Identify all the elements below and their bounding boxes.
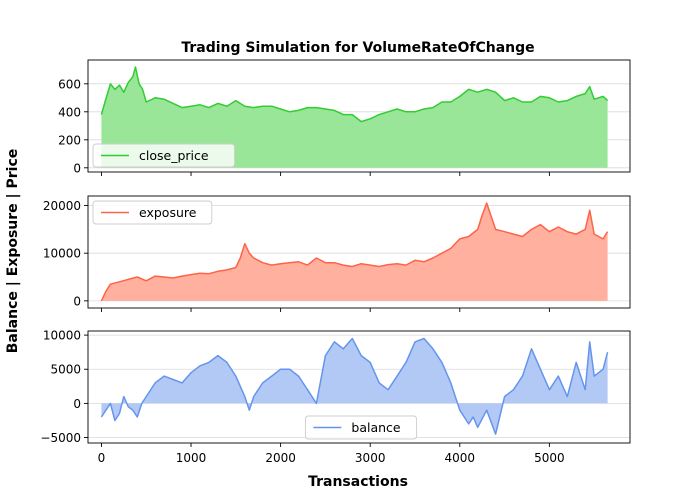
y-axis-label: Balance | Exposure | Price xyxy=(5,149,21,354)
legend-label: exposure xyxy=(139,205,197,220)
x-tick-label: 2000 xyxy=(265,451,296,465)
legend-box xyxy=(92,143,236,168)
legend-label: close_price xyxy=(139,148,209,163)
y-tick-label: 200 xyxy=(58,133,81,147)
x-axis-label: Transactions xyxy=(308,474,408,490)
x-tick-label: 0 xyxy=(98,451,106,465)
y-tick-label: 0 xyxy=(73,161,81,175)
panel-balance: −5000 0 5000 10000 0 1000 2000 3000 4000 5000 bala… xyxy=(40,329,631,465)
y-tick-label: 0 xyxy=(73,397,81,411)
chart-title: Trading Simulation for VolumeRateOfChang… xyxy=(181,40,534,56)
legend-box xyxy=(304,415,418,440)
x-tick-label: 1000 xyxy=(176,451,207,465)
y-tick-label: −5000 xyxy=(40,431,81,445)
panel-frame xyxy=(87,195,631,309)
panel-frame xyxy=(87,59,631,173)
y-tick-label: 5000 xyxy=(50,363,81,377)
legend-exposure: exposure xyxy=(92,200,213,225)
panel-frame xyxy=(87,330,631,444)
y-tick-label: 600 xyxy=(58,77,81,91)
legend-close_price: close_price xyxy=(92,143,236,168)
series-area-balance xyxy=(101,338,608,435)
series-area-close_price xyxy=(101,67,608,168)
panel-data xyxy=(100,202,609,302)
panel-data xyxy=(100,337,609,435)
panel-exposure: 0 10000 20000 exposure xyxy=(43,195,631,312)
x-tick-label: 3000 xyxy=(355,451,386,465)
panel-close_price: 0 200 400 600 close_price xyxy=(58,59,631,176)
y-tick-label: 10000 xyxy=(43,247,81,261)
x-tick-label: 4000 xyxy=(445,451,476,465)
y-tick-label: 20000 xyxy=(43,199,81,213)
series-area-exposure xyxy=(101,203,608,301)
y-tick-label: 0 xyxy=(73,294,81,308)
legend-label: balance xyxy=(351,420,401,435)
legend-box xyxy=(92,200,213,225)
series-line-close_price xyxy=(100,66,609,123)
x-tick-label: 5000 xyxy=(534,451,565,465)
series-line-balance xyxy=(100,337,609,435)
y-tick-label: 10000 xyxy=(43,329,81,343)
series-line-exposure xyxy=(100,202,609,302)
y-tick-label: 400 xyxy=(58,105,81,119)
legend-balance: balance xyxy=(304,415,418,440)
panel-data xyxy=(100,66,609,168)
